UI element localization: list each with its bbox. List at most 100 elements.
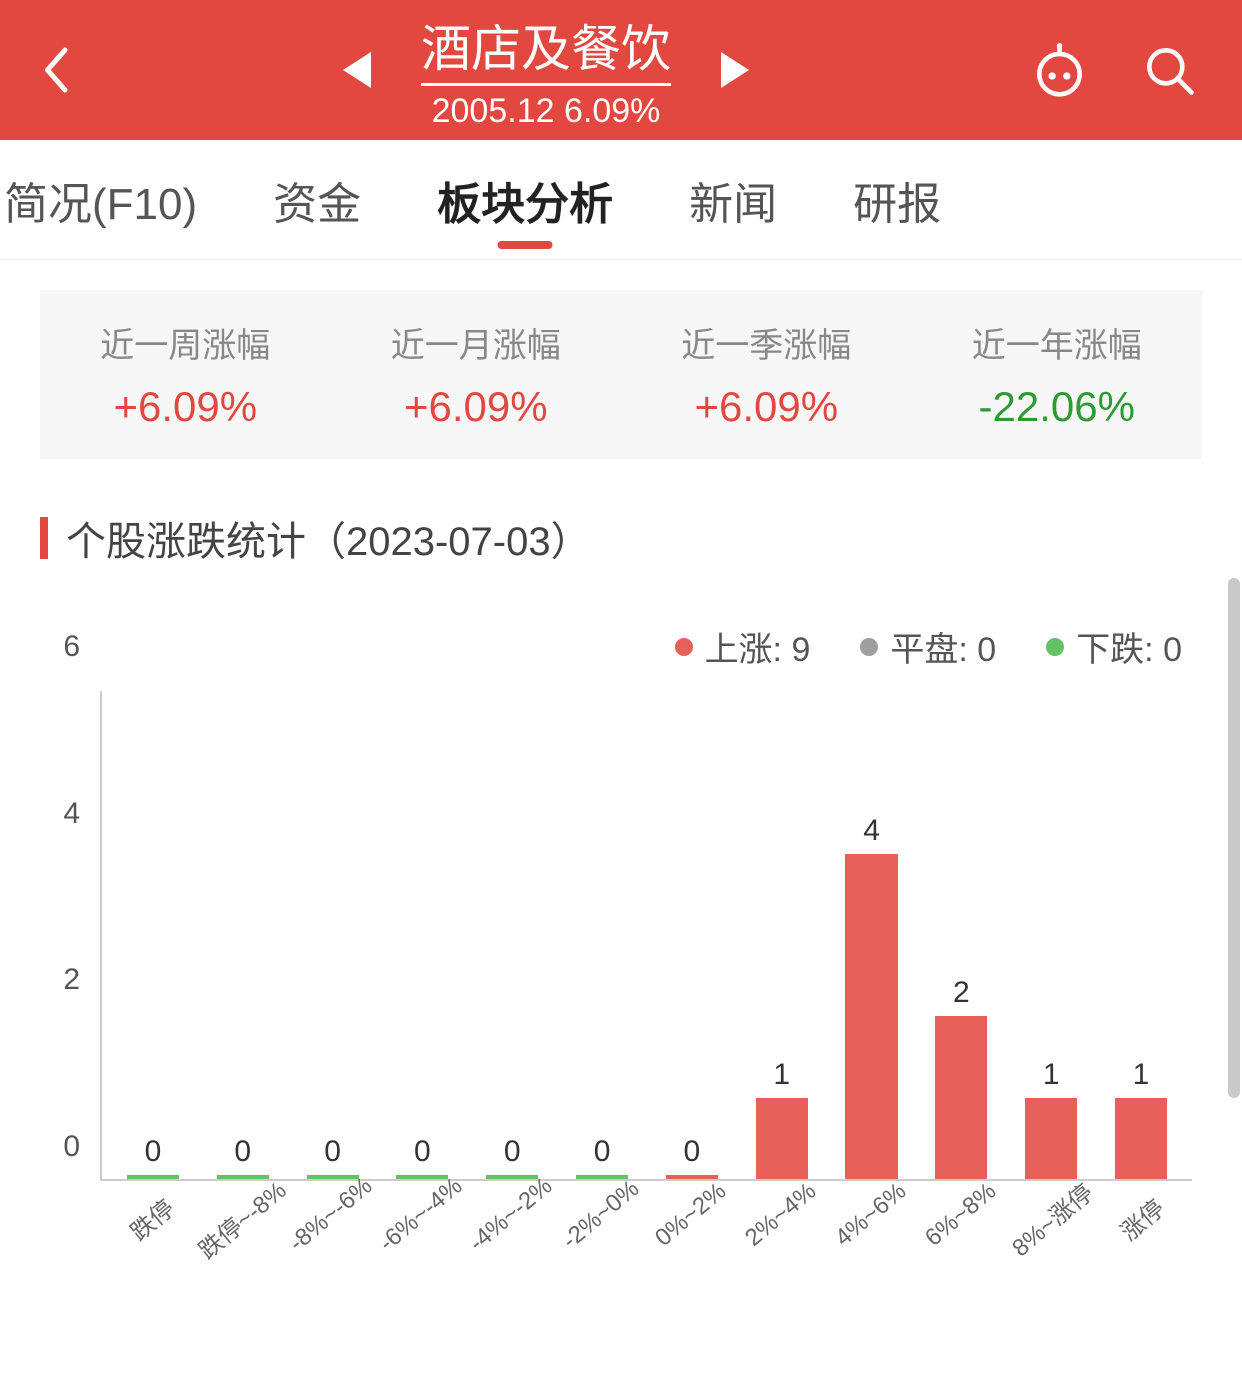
bar-value-label: 0 xyxy=(594,1135,611,1169)
y-tick: 2 xyxy=(63,963,80,997)
search-icon[interactable] xyxy=(1142,43,1197,98)
x-tick-label: 涨停 xyxy=(1096,1181,1186,1281)
card-value: -22.06% xyxy=(912,383,1203,431)
bar-wrap: 0 xyxy=(288,691,378,1179)
y-axis: 0246 xyxy=(40,681,90,1181)
chart-legend: 上涨: 9 平盘: 0 下跌: 0 xyxy=(0,622,1182,671)
card-year: 近一年涨幅 -22.06% xyxy=(912,318,1203,431)
page-subtitle: 2005.12 6.09% xyxy=(421,92,671,131)
bar-wrap: 0 xyxy=(557,691,647,1179)
bar-wrap: 4 xyxy=(827,691,917,1179)
legend-text: 上涨: 9 xyxy=(705,622,811,671)
legend-flat: 平盘: 0 xyxy=(860,622,996,671)
chevron-left-icon xyxy=(40,45,70,95)
back-button[interactable] xyxy=(0,45,110,95)
distribution-chart: 0246 000000014211 跌停跌停~-8%-8%~-6%-6%~-4%… xyxy=(40,681,1202,1281)
bar-value-label: 0 xyxy=(234,1135,251,1169)
bar xyxy=(1025,1098,1077,1179)
x-tick-label: -2%~0% xyxy=(556,1181,646,1281)
tab-funds[interactable]: 资金 xyxy=(235,140,399,259)
bar xyxy=(845,854,897,1179)
bar xyxy=(1115,1098,1167,1179)
prev-button[interactable] xyxy=(343,52,371,88)
header-center: 酒店及餐饮 2005.12 6.09% xyxy=(110,9,982,131)
x-tick-label: -6%~-4% xyxy=(376,1181,466,1281)
bar-value-label: 0 xyxy=(145,1135,162,1169)
bar-value-label: 0 xyxy=(414,1135,431,1169)
x-tick-label: 跌停 xyxy=(106,1181,196,1281)
x-tick-label: -4%~-2% xyxy=(466,1181,556,1281)
bar-value-label: 0 xyxy=(684,1135,701,1169)
legend-up: 上涨: 9 xyxy=(675,622,811,671)
tab-analysis[interactable]: 板块分析 xyxy=(399,140,651,259)
x-tick-label: 跌停~-8% xyxy=(196,1181,286,1281)
bar-wrap: 1 xyxy=(1096,691,1186,1179)
legend-text: 下跌: 0 xyxy=(1076,622,1182,671)
card-value: +6.09% xyxy=(40,383,331,431)
bar-wrap: 2 xyxy=(916,691,1006,1179)
assistant-icon[interactable] xyxy=(1032,43,1087,98)
bar-value-label: 1 xyxy=(1043,1058,1060,1092)
card-quarter: 近一季涨幅 +6.09% xyxy=(621,318,912,431)
section-header: 个股涨跌统计（2023-07-03） xyxy=(40,509,1202,567)
plot-area: 0 0 0 0 0 0 0 1 4 2 1 1 xyxy=(100,691,1192,1181)
app-header: 酒店及餐饮 2005.12 6.09% xyxy=(0,0,1242,140)
bar xyxy=(486,1175,538,1179)
x-tick-label: 8%~涨停 xyxy=(1006,1181,1096,1281)
legend-text: 平盘: 0 xyxy=(890,622,996,671)
tabs-bar: 简况(F10) 资金 板块分析 新闻 研报 xyxy=(0,140,1242,260)
x-tick-label: 0%~2% xyxy=(646,1181,736,1281)
card-label: 近一月涨幅 xyxy=(331,318,622,367)
y-tick: 6 xyxy=(63,630,80,664)
card-label: 近一年涨幅 xyxy=(912,318,1203,367)
scrollbar[interactable] xyxy=(1226,148,1242,1392)
card-week: 近一周涨幅 +6.09% xyxy=(40,318,331,431)
bar-wrap: 0 xyxy=(198,691,288,1179)
card-value: +6.09% xyxy=(331,383,622,431)
card-label: 近一周涨幅 xyxy=(40,318,331,367)
page-title: 酒店及餐饮 xyxy=(421,9,671,86)
next-button[interactable] xyxy=(721,52,749,88)
dot-icon xyxy=(1046,638,1064,656)
tab-f10[interactable]: 简况(F10) xyxy=(0,140,235,259)
section-accent xyxy=(40,517,48,559)
bar-wrap: 1 xyxy=(1006,691,1096,1179)
bar-wrap: 0 xyxy=(377,691,467,1179)
header-actions xyxy=(982,43,1242,98)
bar xyxy=(396,1175,448,1179)
bar-value-label: 0 xyxy=(504,1135,521,1169)
dot-icon xyxy=(675,638,693,656)
bar-value-label: 2 xyxy=(953,976,970,1010)
title-block[interactable]: 酒店及餐饮 2005.12 6.09% xyxy=(421,9,671,131)
bar-wrap: 0 xyxy=(647,691,737,1179)
summary-cards: 近一周涨幅 +6.09% 近一月涨幅 +6.09% 近一季涨幅 +6.09% 近… xyxy=(40,290,1202,459)
section-title: 个股涨跌统计（2023-07-03） xyxy=(66,509,591,567)
bar-value-label: 4 xyxy=(863,814,880,848)
x-tick-label: 4%~6% xyxy=(826,1181,916,1281)
bar-wrap: 0 xyxy=(467,691,557,1179)
bar xyxy=(576,1175,628,1179)
scrollbar-thumb[interactable] xyxy=(1228,578,1240,1098)
y-tick: 0 xyxy=(63,1130,80,1164)
bars-container: 0 0 0 0 0 0 0 1 4 2 1 1 xyxy=(102,691,1192,1179)
bar-wrap: 1 xyxy=(737,691,827,1179)
bar-wrap: 0 xyxy=(108,691,198,1179)
bar-value-label: 1 xyxy=(1133,1058,1150,1092)
x-tick-label: -8%~-6% xyxy=(286,1181,376,1281)
card-label: 近一季涨幅 xyxy=(621,318,912,367)
bar xyxy=(127,1175,179,1179)
card-value: +6.09% xyxy=(621,383,912,431)
x-axis: 跌停跌停~-8%-8%~-6%-6%~-4%-4%~-2%-2%~0%0%~2%… xyxy=(100,1181,1192,1281)
bar xyxy=(666,1175,718,1179)
y-tick: 4 xyxy=(63,797,80,831)
x-tick-label: 6%~8% xyxy=(916,1181,1006,1281)
legend-down: 下跌: 0 xyxy=(1046,622,1182,671)
bar-value-label: 0 xyxy=(324,1135,341,1169)
bar-value-label: 1 xyxy=(773,1058,790,1092)
dot-icon xyxy=(860,638,878,656)
tab-reports[interactable]: 研报 xyxy=(815,140,979,259)
card-month: 近一月涨幅 +6.09% xyxy=(331,318,622,431)
bar xyxy=(935,1016,987,1179)
x-tick-label: 2%~4% xyxy=(736,1181,826,1281)
tab-news[interactable]: 新闻 xyxy=(651,140,815,259)
